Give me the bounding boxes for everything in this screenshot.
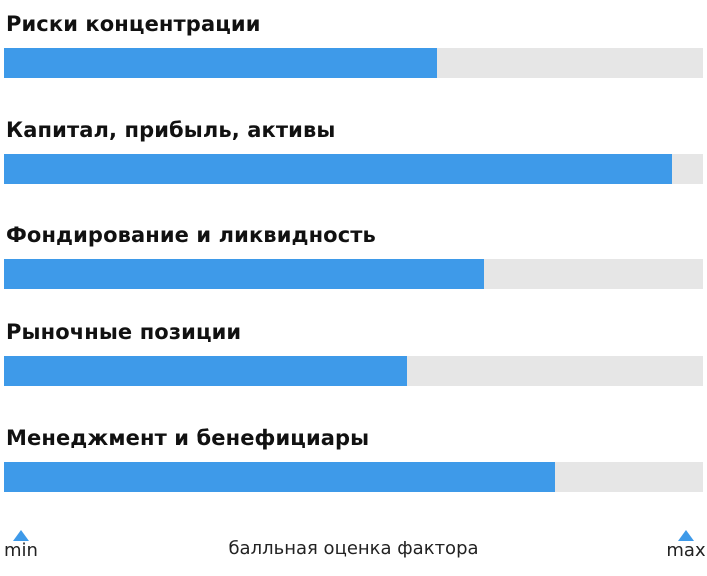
min-triangle-icon (13, 530, 29, 541)
min-marker: min (1, 530, 41, 561)
factor-label: Капитал, прибыль, активы (6, 118, 336, 142)
factor-bar (4, 259, 484, 289)
factor-bar (4, 462, 555, 492)
max-marker: max (666, 530, 706, 561)
min-label: min (4, 540, 38, 561)
factor-bar-track (4, 356, 703, 386)
factor-label: Менеджмент и бенефициары (6, 426, 370, 450)
factor-label: Рыночные позиции (6, 320, 242, 344)
max-label: max (666, 540, 706, 561)
factor-bar-track (4, 48, 703, 78)
factor-bar-track (4, 462, 703, 492)
factor-bar-track (4, 259, 703, 289)
factor-bar (4, 356, 407, 386)
factor-label: Риски концентрации (6, 12, 261, 36)
factor-bar (4, 48, 437, 78)
max-triangle-icon (678, 530, 694, 541)
x-axis-label: балльная оценка фактора (228, 538, 479, 559)
factor-bar (4, 154, 672, 184)
factor-label: Фондирование и ликвидность (6, 223, 376, 247)
factor-bar-track (4, 154, 703, 184)
